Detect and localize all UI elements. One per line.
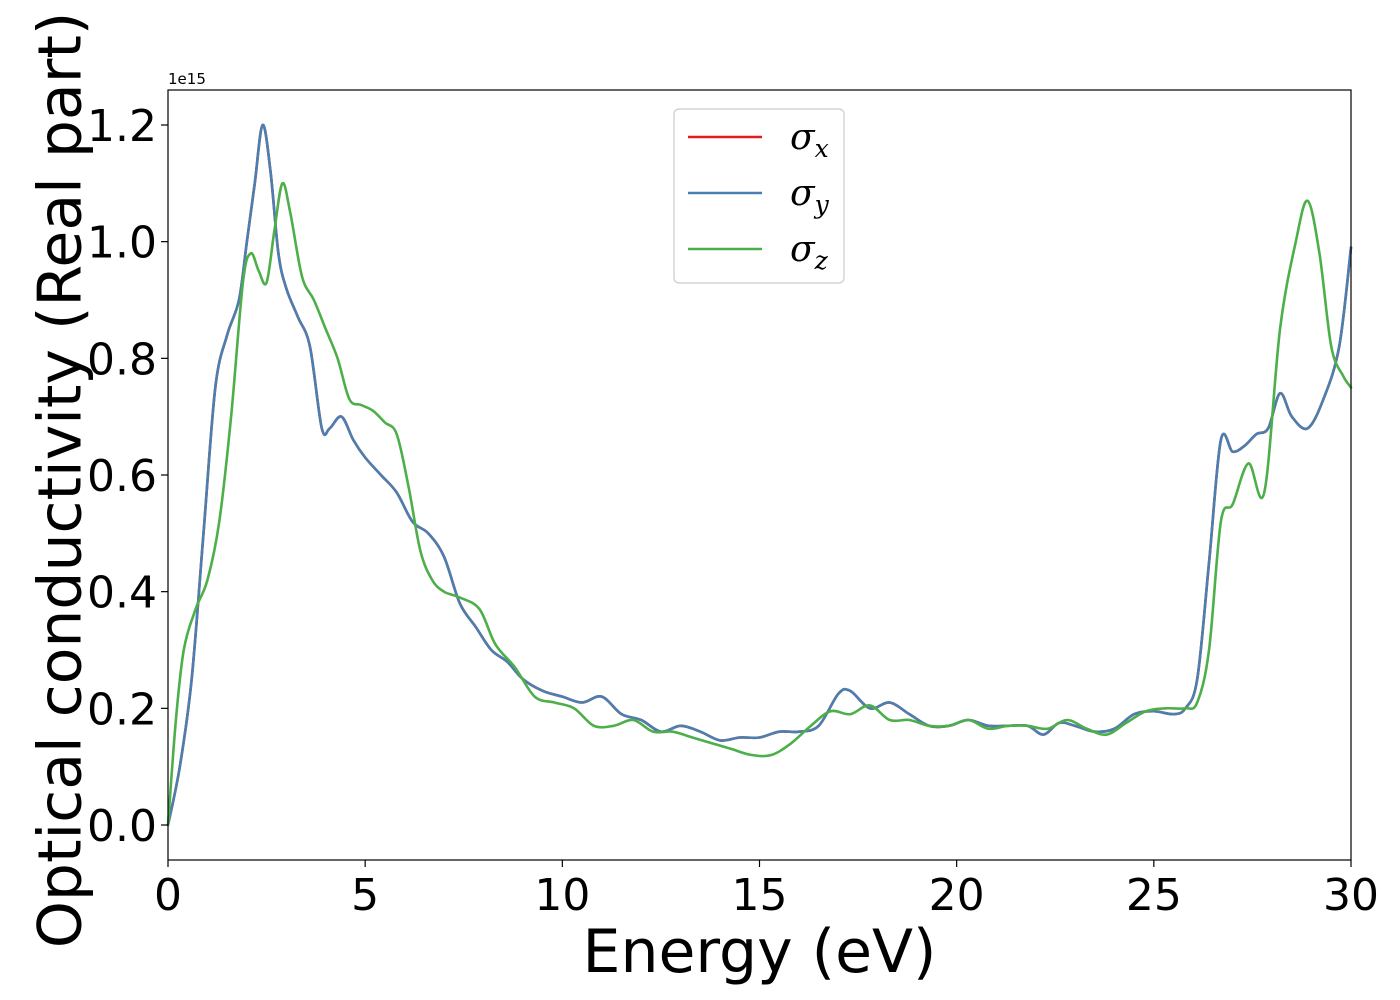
legend-label-y: σy [790,173,830,219]
y-axis-offset-label: 1e15 [168,70,206,88]
x-tick-label: 15 [732,870,788,921]
x-tick-label: 10 [534,870,590,921]
y-tick-label: 0.4 [87,568,157,619]
x-tick-label: 30 [1323,870,1379,921]
legend: σx σy σz [673,108,845,284]
y-tick-label: 1.2 [87,101,157,152]
x-axis-title: Energy (eV) [583,917,937,987]
series-layer [166,123,1353,827]
series-line-z [166,181,1353,827]
y-tick-label: 0.8 [87,334,157,385]
y-tick-label: 0.6 [87,451,157,502]
x-axis-ticks: 0 5 10 15 20 25 30 [154,860,1379,921]
x-tick-label: 20 [929,870,985,921]
y-tick-label: 1.0 [87,218,157,269]
legend-box [673,108,845,284]
legend-label-z: σz [790,229,829,275]
y-axis-title: Optical conductivity (Real part) [26,12,96,949]
y-tick-label: 0.2 [87,684,157,735]
x-tick-label: 0 [154,870,182,921]
x-tick-label: 5 [351,870,379,921]
x-tick-label: 25 [1126,870,1182,921]
y-tick-label: 0.0 [87,801,157,852]
legend-label-x: σx [790,117,829,163]
series-line-y [166,123,1353,827]
y-axis-ticks: 0.0 0.2 0.4 0.6 0.8 1.0 1.2 [87,101,168,852]
